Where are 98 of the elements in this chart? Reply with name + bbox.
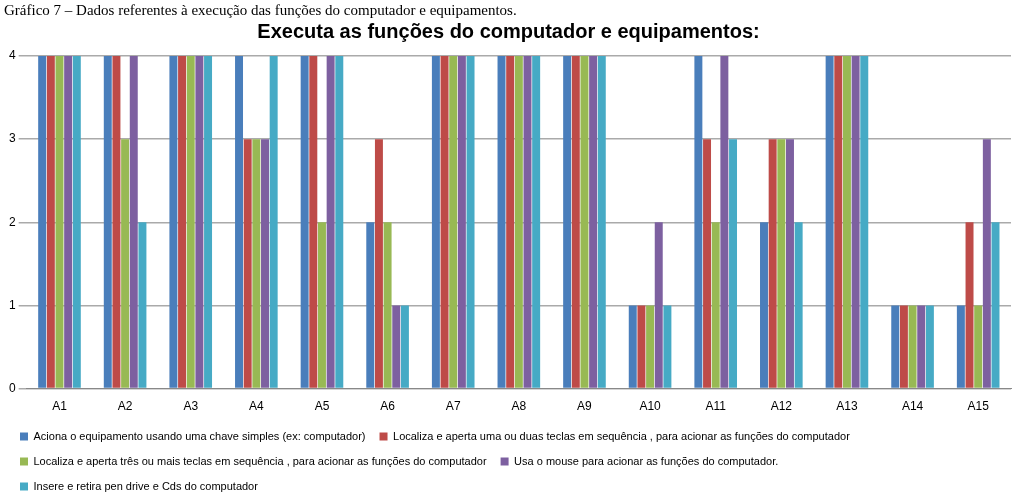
- y-tick-label: 1: [8, 297, 16, 312]
- bar: [186, 56, 195, 388]
- x-tick-label: A15: [967, 399, 990, 414]
- bar: [300, 56, 309, 388]
- bar: [38, 56, 47, 388]
- bar: [195, 56, 204, 388]
- x-tick-label: A10: [639, 399, 662, 414]
- bar: [965, 222, 974, 388]
- x-tick-label: A2: [117, 399, 133, 414]
- bar: [64, 56, 73, 388]
- bar: [431, 56, 440, 388]
- x-tick-label: A12: [770, 399, 793, 414]
- x-tick-label: A11: [705, 399, 727, 414]
- bar: [317, 222, 326, 388]
- bar: [654, 222, 663, 388]
- bar: [589, 56, 598, 388]
- bar: [825, 56, 834, 388]
- bar: [514, 56, 523, 388]
- bar: [563, 56, 572, 388]
- y-tick-label: 0: [8, 380, 16, 395]
- bar: [440, 56, 449, 388]
- x-tick-label: A4: [249, 399, 265, 414]
- bar: [138, 222, 147, 388]
- bar: [335, 56, 344, 388]
- bar: [383, 222, 392, 388]
- bar: [851, 56, 860, 388]
- bar: [235, 56, 244, 388]
- text: Gráfico 7 – Dados referentes à execução das funções do computador e equipamentos.: [3, 1, 518, 20]
- bar: [860, 56, 869, 388]
- x-tick-label: A5: [314, 399, 330, 414]
- bar: [169, 56, 178, 388]
- legend-label: Insere e retira pen drive e Cds do computador: [33, 479, 259, 492]
- chart-title: Executa as funções do computador e equipamentos:: [257, 19, 760, 42]
- bar: [729, 139, 738, 388]
- bar: [694, 56, 703, 388]
- bar: [663, 305, 672, 388]
- bar: [580, 56, 589, 388]
- y-tick-label: 2: [8, 214, 16, 229]
- bar: [261, 139, 269, 388]
- x-tick-label: A13: [836, 399, 858, 414]
- bar: [269, 56, 278, 388]
- bar: [112, 56, 121, 388]
- bar: [794, 222, 803, 388]
- bar: [121, 139, 130, 388]
- bar: [178, 56, 187, 388]
- bar: [720, 56, 729, 388]
- bar: [842, 56, 851, 388]
- legend-label: Localiza e aperta uma ou duas teclas em sequência , para acionar as funções do computador: [393, 429, 851, 442]
- bar: [129, 56, 138, 388]
- legend-label: Aciona o equipamento usando uma chave simples (ex: computador): [33, 429, 366, 442]
- x-tick-label: A7: [445, 399, 461, 414]
- bar: [204, 56, 213, 388]
- bar: [243, 139, 252, 388]
- bar: [457, 56, 466, 388]
- bar: [532, 56, 541, 388]
- bar: [908, 305, 917, 388]
- y-tick-label: 4: [8, 48, 16, 63]
- x-tick-label: A8: [511, 399, 527, 414]
- bar: [703, 139, 712, 388]
- bar: [392, 305, 401, 388]
- bar: [777, 139, 786, 388]
- bar: [982, 139, 991, 388]
- x-tick-label: A9: [577, 399, 593, 414]
- bar: [768, 139, 777, 388]
- bar: [628, 305, 637, 388]
- bar: [925, 305, 934, 388]
- bar: [917, 305, 926, 388]
- legend-label: Localiza e aperta três ou mais teclas em sequência , para acionar as funções do computador: [33, 454, 487, 467]
- bar: [72, 56, 81, 388]
- bar: [374, 139, 383, 388]
- bar: [834, 56, 843, 388]
- bar: [646, 305, 655, 388]
- bar: [891, 305, 900, 388]
- x-tick-label: A14: [901, 399, 924, 414]
- bar: [103, 56, 112, 388]
- bar: [309, 56, 318, 388]
- x-tick-label: A6: [380, 399, 396, 414]
- bar: [46, 56, 55, 388]
- bar: [760, 222, 768, 388]
- bar: [466, 56, 475, 388]
- bar: [974, 305, 983, 388]
- bar: [326, 56, 335, 388]
- bar: [252, 139, 261, 388]
- bar: [366, 222, 375, 388]
- bar: [571, 56, 580, 388]
- bar: [899, 305, 908, 388]
- bar: [400, 305, 409, 388]
- bar: [597, 56, 606, 388]
- bar: [711, 222, 720, 388]
- bar: [637, 305, 646, 388]
- bar: [506, 56, 515, 388]
- y-tick-label: 3: [8, 131, 16, 146]
- bar: [956, 305, 965, 388]
- bar: [786, 139, 794, 388]
- x-tick-label: A3: [183, 399, 199, 414]
- bar: [449, 56, 458, 388]
- legend-label: Usa o mouse para acionar as funções do computador.: [514, 454, 779, 467]
- x-tick-label: A1: [52, 399, 68, 414]
